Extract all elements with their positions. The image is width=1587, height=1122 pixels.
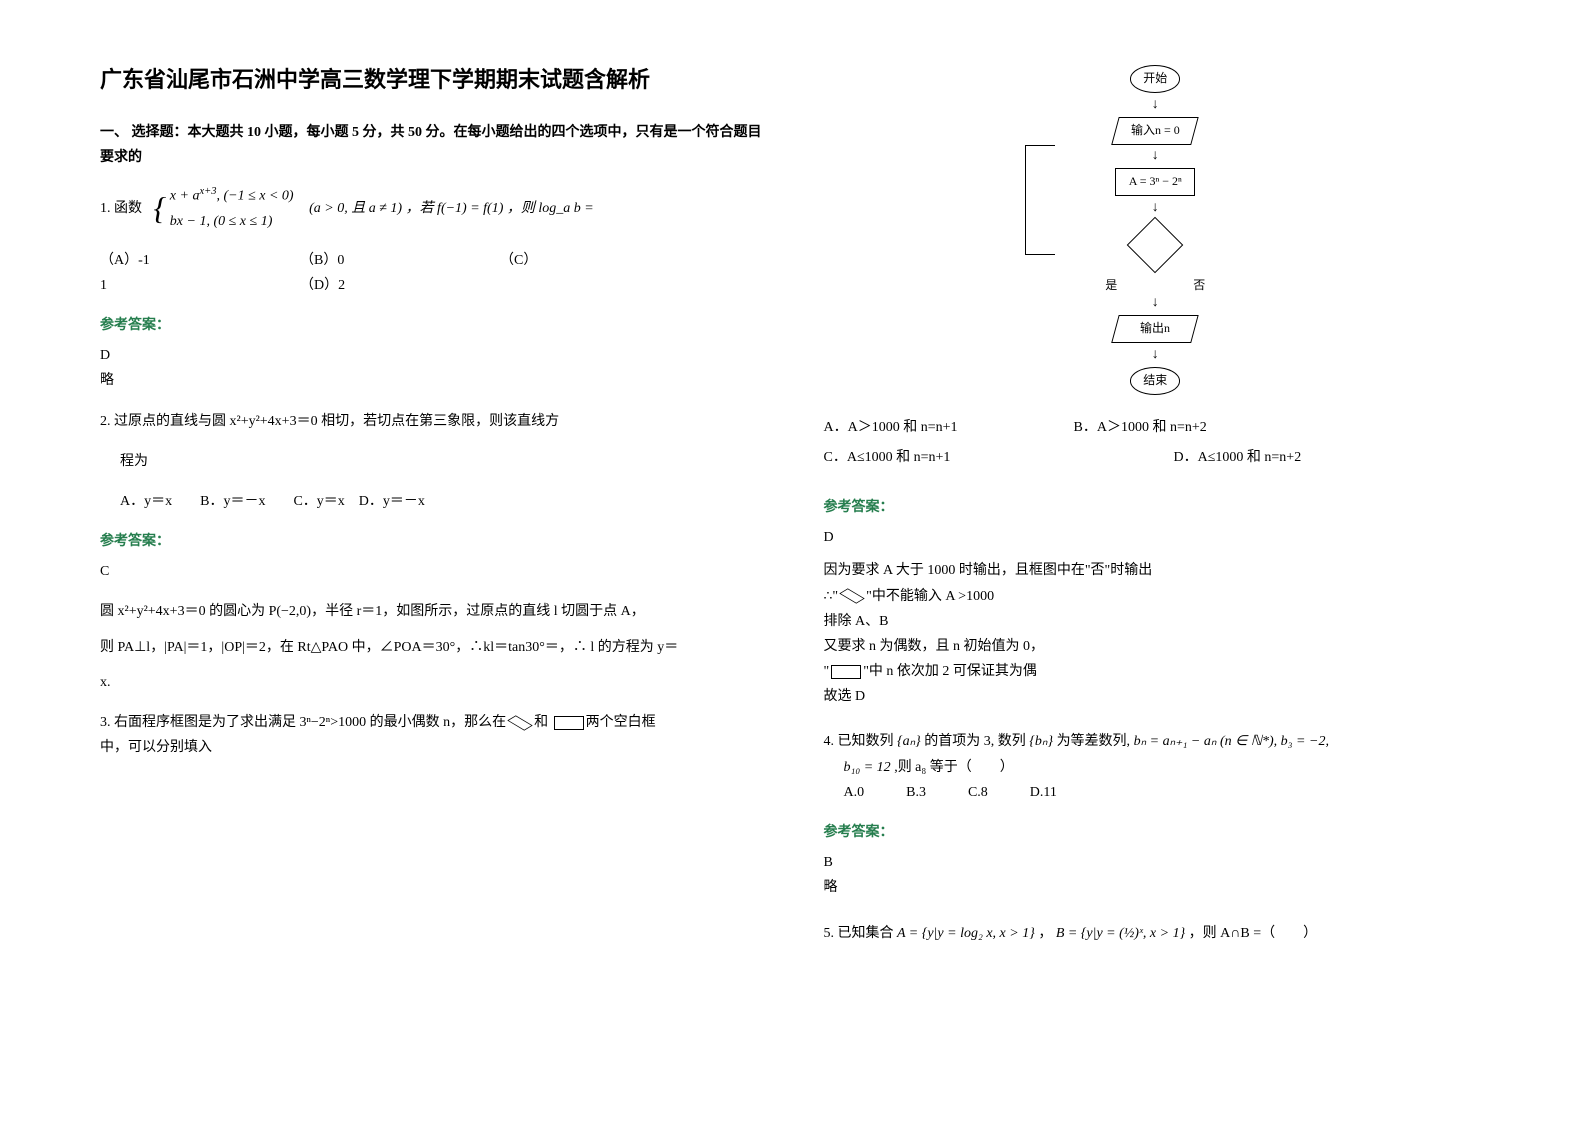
fc-output: 输出n bbox=[1112, 315, 1199, 343]
fc-no: 否 bbox=[1193, 275, 1205, 297]
rect-blank-icon bbox=[554, 716, 584, 730]
q3-answer: D 因为要求 A 大于 1000 时输出，且框图中在"否"时输出 ∴""中不能输… bbox=[824, 525, 1488, 709]
q1-opt-b: （B）0 bbox=[300, 248, 500, 273]
q1-prefix: 1. 函数 bbox=[100, 201, 142, 216]
q1-answer: D 略 bbox=[100, 343, 764, 393]
page-container: 广东省汕尾市石洲中学高三数学理下学期期末试题含解析 一、 选择题：本大题共 10… bbox=[100, 60, 1487, 961]
flowchart: 开始 ↓ 输入n = 0 ↓ A = 3ⁿ − 2ⁿ ↓ 是 否 ↓ 输出n ↓… bbox=[1055, 65, 1255, 395]
q3-line3: 排除 A、B bbox=[824, 609, 1488, 634]
q1-condition: (a > 0, 且 a ≠ 1) bbox=[309, 201, 402, 216]
q3-opt-a: A．A＞1000 和 n=n+1 bbox=[824, 415, 1044, 440]
question-5: 5. 已知集合 A = {y|y = log₂ x, x > 1} ， B = … bbox=[824, 921, 1488, 946]
q3-opts-row1: A．A＞1000 和 n=n+1 B．A＞1000 和 n=n+2 bbox=[824, 415, 1488, 440]
q2-opts: A．y＝x B．y＝－x C．y＝x D．y＝－x bbox=[120, 489, 764, 514]
q3-opt-d: D．A≤1000 和 n=n+2 bbox=[1174, 445, 1302, 470]
q3-opt-b: B．A＞1000 和 n=n+2 bbox=[1074, 415, 1207, 440]
q2-ans-letter: C bbox=[100, 559, 764, 584]
q1-opt-a: （A）-1 bbox=[100, 248, 300, 273]
q4-line2: b₁₀ = 12 ,则 a₈ 等于（ ） bbox=[844, 755, 1488, 780]
question-4: 4. 已知数列 {aₙ} 的首项为 3, 数列 {bₙ} 为等差数列, bₙ =… bbox=[824, 729, 1488, 805]
fc-arrow-1: ↓ bbox=[1055, 98, 1255, 112]
fc-arrow-5: ↓ bbox=[1055, 348, 1255, 362]
q1-options-row1: （A）-1 （B）0 （C） bbox=[100, 248, 764, 273]
fc-labels: 是 否 bbox=[1105, 275, 1205, 297]
question-2: 2. 过原点的直线与圆 x²+y²+4x+3＝0 相切，若切点在第三象限，则该直… bbox=[100, 409, 764, 515]
q3-ans-letter: D bbox=[824, 525, 1488, 550]
fc-compute: A = 3ⁿ − 2ⁿ bbox=[1115, 168, 1195, 196]
q1-ans-letter: D bbox=[100, 343, 764, 368]
q3-line1: 因为要求 A 大于 1000 时输出，且框图中在"否"时输出 bbox=[824, 558, 1488, 583]
q3-line2: ∴""中不能输入 A >1000 bbox=[824, 584, 1488, 609]
q3-text: 3. 右面程序框图是为了求出满足 3ⁿ−2ⁿ>1000 的最小偶数 n，那么在 bbox=[100, 715, 506, 730]
section-1-header: 一、 选择题：本大题共 10 小题，每小题 5 分，共 50 分。在每小题给出的… bbox=[100, 120, 764, 170]
fc-arrow-2: ↓ bbox=[1055, 149, 1255, 163]
q1-opt-c-val: 1 bbox=[100, 273, 300, 298]
q2-explain1: 圆 x²+y²+4x+3＝0 的圆心为 P(−2,0)，半径 r＝1，如图所示，… bbox=[100, 599, 764, 624]
answer-label-3: 参考答案： bbox=[824, 495, 1488, 520]
fc-end: 结束 bbox=[1130, 367, 1180, 395]
q1-cond2: ，若 f(−1) = f(1) bbox=[406, 201, 504, 216]
q3-line4: 又要求 n 为偶数，且 n 初始值为 0， bbox=[824, 634, 1488, 659]
answer-label-2: 参考答案： bbox=[100, 529, 764, 554]
left-column: 广东省汕尾市石洲中学高三数学理下学期期末试题含解析 一、 选择题：本大题共 10… bbox=[100, 60, 764, 961]
q2-text2: 程为 bbox=[120, 449, 764, 474]
q1-formula: { x + ax+3, (−1 ≤ x < 0) bx − 1, (0 ≤ x … bbox=[154, 180, 294, 238]
q4-opts: A.0 B.3 C.8 D.11 bbox=[844, 780, 1488, 805]
fc-start: 开始 bbox=[1130, 65, 1180, 93]
q3-opts-row2: C．A≤1000 和 n=n+1 D．A≤1000 和 n=n+2 bbox=[824, 445, 1488, 470]
q2-text1: 2. 过原点的直线与圆 x²+y²+4x+3＝0 相切，若切点在第三象限，则该直… bbox=[100, 409, 764, 434]
document-title: 广东省汕尾市石洲中学高三数学理下学期期末试题含解析 bbox=[100, 60, 764, 100]
answer-label-1: 参考答案： bbox=[100, 313, 764, 338]
q3-text2: 中，可以分别填入 bbox=[100, 735, 764, 760]
q1-cond3: ，则 log_a b = bbox=[507, 201, 594, 216]
fc-yes: 是 bbox=[1105, 275, 1117, 297]
rect-inline-icon bbox=[831, 665, 861, 679]
q1-options-row2: 1 （D）2 bbox=[100, 273, 764, 298]
q3-line6: 故选 D bbox=[824, 684, 1488, 709]
q1-line: 1. 函数 { x + ax+3, (−1 ≤ x < 0) bx − 1, (… bbox=[100, 180, 764, 238]
answer-label-4: 参考答案： bbox=[824, 820, 1488, 845]
q1-opt-c: （C） bbox=[500, 248, 600, 273]
fc-arrow-3: ↓ bbox=[1055, 201, 1255, 215]
q3-opt-c: C．A≤1000 和 n=n+1 bbox=[824, 445, 1044, 470]
question-3: 3. 右面程序框图是为了求出满足 3ⁿ−2ⁿ>1000 的最小偶数 n，那么在 和… bbox=[100, 710, 764, 760]
q3-line5: ""中 n 依次加 2 可保证其为偶 bbox=[824, 659, 1488, 684]
flowchart-loop-line bbox=[1025, 145, 1055, 255]
q4-ans-letter: B bbox=[824, 850, 1488, 875]
q3-end: 两个空白框 bbox=[586, 715, 656, 730]
right-column: 开始 ↓ 输入n = 0 ↓ A = 3ⁿ − 2ⁿ ↓ 是 否 ↓ 输出n ↓… bbox=[824, 60, 1488, 961]
diamond-blank-icon bbox=[507, 715, 532, 730]
diamond-inline-icon bbox=[839, 589, 864, 604]
q3-mid: 和 bbox=[534, 715, 548, 730]
q2-explain2: 则 PA⊥l，|PA|＝1，|OP|＝2，在 Rt△PAO 中，∠POA＝30°… bbox=[100, 635, 764, 660]
q4-ans-note: 略 bbox=[824, 875, 1488, 900]
q4-line1: 4. 已知数列 {aₙ} 的首项为 3, 数列 {bₙ} 为等差数列, bₙ =… bbox=[824, 729, 1488, 754]
fc-decision bbox=[1127, 216, 1184, 273]
q1-opt-d: （D）2 bbox=[300, 273, 345, 298]
fc-arrow-4: ↓ bbox=[1055, 296, 1255, 310]
q3-line1: 3. 右面程序框图是为了求出满足 3ⁿ−2ⁿ>1000 的最小偶数 n，那么在 和… bbox=[100, 710, 764, 735]
question-1: 1. 函数 { x + ax+3, (−1 ≤ x < 0) bx − 1, (… bbox=[100, 180, 764, 298]
fc-input: 输入n = 0 bbox=[1112, 117, 1199, 145]
q2-answer: C 圆 x²+y²+4x+3＝0 的圆心为 P(−2,0)，半径 r＝1，如图所… bbox=[100, 559, 764, 695]
q2-explain3: x. bbox=[100, 670, 764, 695]
q4-answer: B 略 bbox=[824, 850, 1488, 900]
q1-ans-note: 略 bbox=[100, 368, 764, 393]
